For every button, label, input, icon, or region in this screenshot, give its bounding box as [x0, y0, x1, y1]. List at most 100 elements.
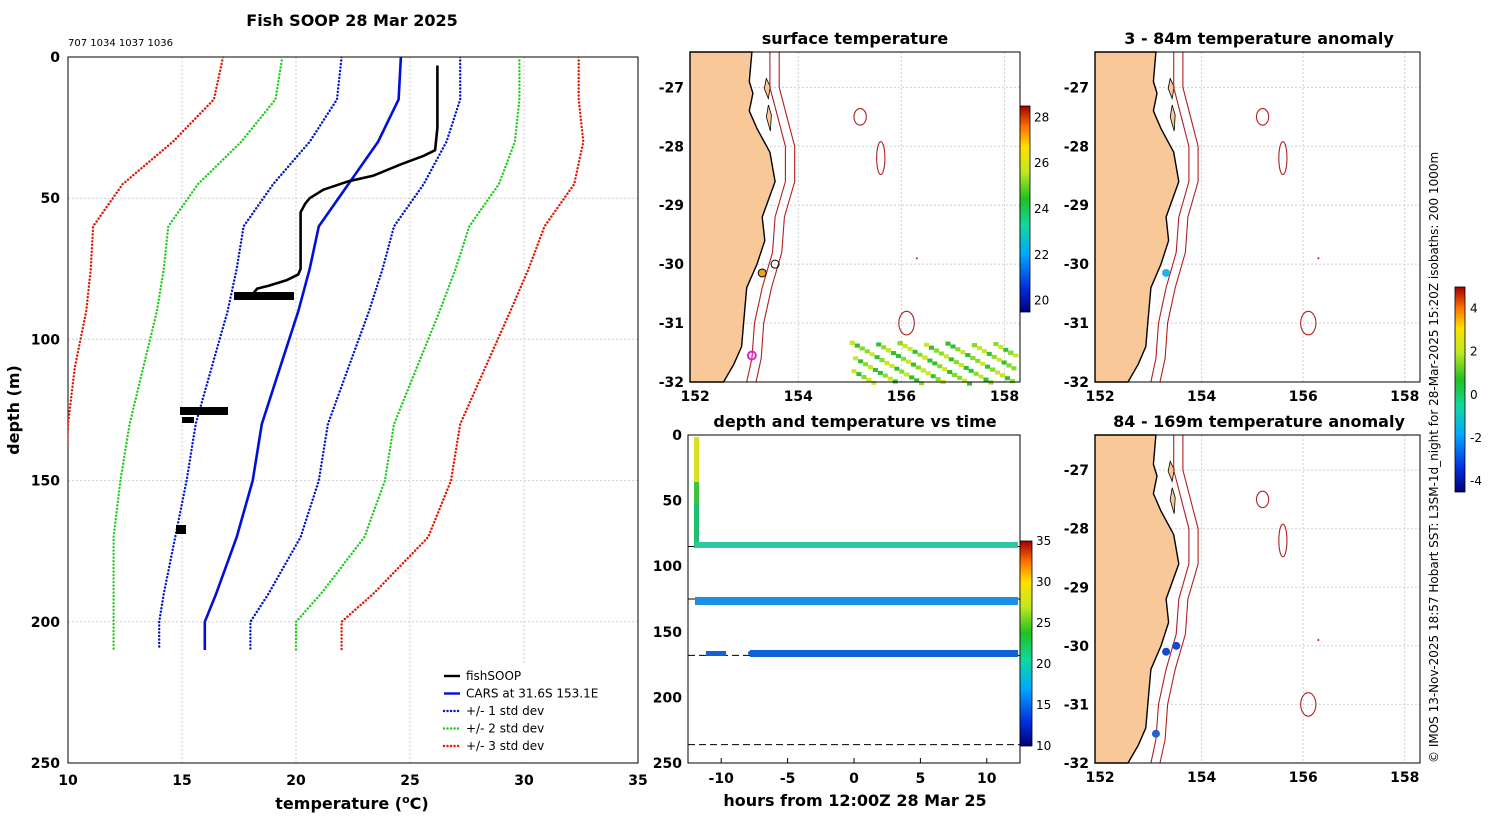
time-colorbar-tick: 35	[1036, 534, 1051, 548]
sst-pixel	[981, 349, 987, 353]
sst-pixel	[983, 377, 989, 382]
sst-pixel	[991, 354, 997, 359]
map-lat-tick: -30	[659, 257, 685, 273]
sst-pixel	[952, 372, 958, 377]
xlabel-superscript: o	[402, 793, 410, 806]
legend-label: +/- 3 std dev	[466, 739, 544, 753]
time-xlabel: hours from 12:00Z 28 Mar 25	[723, 791, 986, 810]
map-lon-tick: 156	[1289, 389, 1318, 405]
profile-xtick: 15	[172, 773, 191, 789]
profile-ytick: 250	[31, 756, 60, 772]
std3-upper-line	[340, 57, 585, 652]
sst-pixel	[872, 368, 878, 372]
sst-pixel	[863, 362, 868, 367]
sst-pixel	[919, 381, 925, 386]
sst-pixel	[853, 356, 859, 361]
isobath-200m	[746, 52, 786, 383]
sst-pixel	[912, 349, 918, 354]
sst-pixel	[937, 364, 943, 369]
anomaly-colorbar-tick: -2	[1470, 431, 1482, 445]
sst-colorbar-tick: 22	[1034, 248, 1049, 262]
sst-pixel	[899, 369, 905, 374]
map-frame	[1094, 51, 1421, 383]
fish-cluster-127m-tail	[182, 417, 194, 423]
cars-line	[203, 57, 403, 650]
map-lat-tick: -29	[1064, 580, 1089, 596]
isobath-1000m	[1159, 435, 1199, 764]
sst-pixel	[858, 359, 864, 364]
time-data	[694, 437, 1018, 657]
sst-pixel	[896, 354, 901, 358]
sst-colorbar-tick: 20	[1034, 294, 1049, 308]
sst-pixel	[905, 359, 911, 364]
profile-axes-box	[67, 56, 639, 764]
profile-xtick: 20	[286, 773, 306, 789]
sst-pixel	[965, 353, 971, 358]
seamount-contour	[898, 310, 915, 336]
time-colorbar-tick: 25	[1036, 616, 1051, 630]
descent-deep	[694, 504, 699, 548]
sst-colorbar-tick: 26	[1034, 156, 1049, 170]
map-lon-tick: 158	[1390, 389, 1419, 405]
island	[1169, 104, 1176, 132]
map-lat-tick: -27	[659, 80, 684, 96]
profile-lines	[68, 57, 585, 652]
map-lat-tick: -30	[1064, 257, 1090, 273]
sst-pixel	[887, 376, 893, 381]
anomaly-point	[1172, 641, 1181, 650]
sst-pixel	[945, 341, 951, 346]
map-anomaly-3-84m: 3 - 84m temperature anomaly -27 -28 -29 -30…	[1064, 29, 1421, 405]
sst-observation	[757, 268, 767, 278]
map-anomaly-84-169m: 84 - 169m temperature anomaly -27 -28 -29 -…	[1064, 412, 1421, 786]
sst-pixel	[980, 361, 986, 366]
sst-pixel	[849, 340, 855, 345]
sst-pixel	[907, 346, 913, 351]
std2-lower-line	[112, 57, 284, 652]
profile-xtick: 35	[628, 773, 647, 789]
sst-pixel	[960, 350, 966, 355]
map-lon-tick: 158	[990, 389, 1019, 405]
layer-127m	[695, 597, 1018, 605]
time-ytick: 0	[672, 428, 682, 444]
fish-cluster-168m	[176, 525, 186, 534]
map-lon-tick: 152	[1085, 770, 1114, 786]
sst-pixel	[942, 367, 948, 372]
island	[763, 77, 771, 100]
footer-credit: © IMOS 13-Nov-2025 18:57 Hobart SST: L3S…	[1427, 152, 1441, 763]
sst-pixel	[891, 351, 897, 356]
sst-pixel	[859, 346, 865, 351]
map-lat-tick: -32	[659, 375, 684, 391]
anomaly-point	[1162, 647, 1171, 656]
anomaly-colorbar-tick: 4	[1470, 302, 1478, 316]
profile-panel: Fish SOOP 28 Mar 2025 707 1034 1037 1036…	[4, 11, 648, 813]
legend-box	[436, 664, 637, 762]
time-xtick: 10	[977, 771, 997, 787]
sst-pixel	[897, 341, 903, 346]
sst-pixel	[868, 365, 873, 370]
profile-ytick: 50	[41, 191, 61, 207]
map-lat-tick: -28	[1064, 522, 1089, 538]
map-lat-tick: -28	[659, 139, 684, 155]
seamount-dot	[915, 257, 918, 260]
map-lat-tick: -29	[1064, 198, 1089, 214]
time-xtick: 0	[849, 771, 859, 787]
map-lon-tick: 156	[1289, 770, 1318, 786]
map-lat-tick: -31	[1064, 316, 1089, 332]
map-lat-tick: -29	[659, 198, 684, 214]
sst-pixel	[935, 377, 941, 382]
isobath-200m	[1150, 435, 1190, 764]
descent-surface	[694, 437, 699, 482]
time-panel: depth and temperature vs time -10 -5 0 5 100…	[653, 412, 1052, 810]
cars-location-marker	[746, 350, 757, 361]
sst-pixel	[1008, 350, 1014, 355]
map-surface-temperature: surface temperature -27-28-29-30-31-3215…	[659, 29, 1021, 405]
sst-pixel	[864, 349, 870, 354]
seamount-dot	[1317, 257, 1320, 260]
anomaly-colorbar-tick: -4	[1470, 474, 1482, 488]
sst-pixel	[934, 348, 939, 353]
sst-pixel	[996, 357, 1002, 362]
map-lon-tick: 154	[784, 389, 813, 405]
land-mass	[689, 51, 776, 383]
sst-pixel	[975, 358, 981, 363]
sst-colorbar-tick: 28	[1034, 110, 1049, 124]
